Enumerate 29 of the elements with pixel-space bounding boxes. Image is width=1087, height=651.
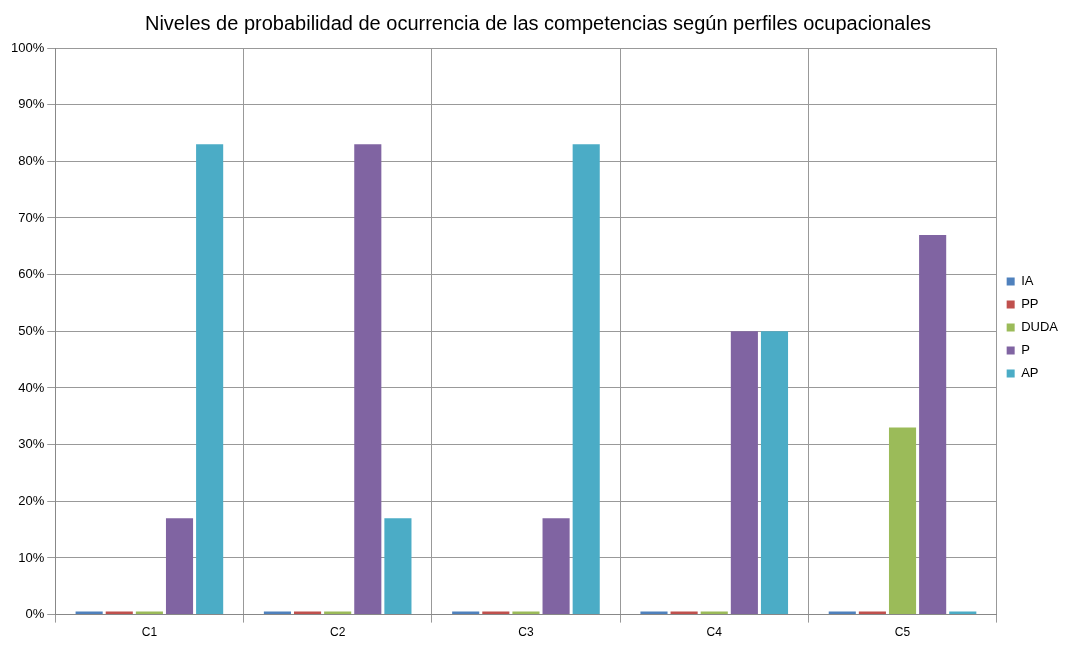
y-tick-label: 100% [11, 39, 45, 55]
y-tick-label: 20% [18, 492, 45, 508]
y-tick-label: 0% [25, 606, 45, 622]
x-tick-label: C5 [894, 625, 911, 640]
legend-label: AP [1021, 365, 1039, 381]
x-tick-label: C3 [518, 625, 534, 640]
bar [572, 144, 600, 615]
bar [919, 234, 947, 615]
legend-label: P [1021, 342, 1030, 358]
x-tick-label: C1 [141, 625, 158, 640]
bar [354, 144, 382, 615]
bar [888, 427, 917, 615]
y-tick-label: 10% [18, 549, 45, 565]
legend-label: PP [1021, 296, 1039, 312]
y-tick-label: 30% [18, 436, 45, 452]
y-tick-label: 40% [18, 379, 45, 395]
legend-label: DUDA [1021, 319, 1059, 335]
y-tick-label: 70% [18, 209, 45, 225]
y-tick-label: 90% [18, 96, 45, 112]
bar [196, 144, 224, 615]
bar [730, 331, 758, 615]
y-tick-label: 60% [18, 266, 45, 282]
chart-title: Niveles de probabilidad de ocurrencia de las competencias según perfiles ocupacionales [144, 11, 932, 34]
legend-label: IA [1021, 273, 1034, 289]
x-tick-label: C2 [330, 625, 346, 640]
x-tick-label: C4 [706, 625, 723, 640]
bar [760, 331, 789, 615]
y-tick-label: 50% [18, 322, 45, 338]
y-tick-label: 80% [18, 152, 45, 168]
